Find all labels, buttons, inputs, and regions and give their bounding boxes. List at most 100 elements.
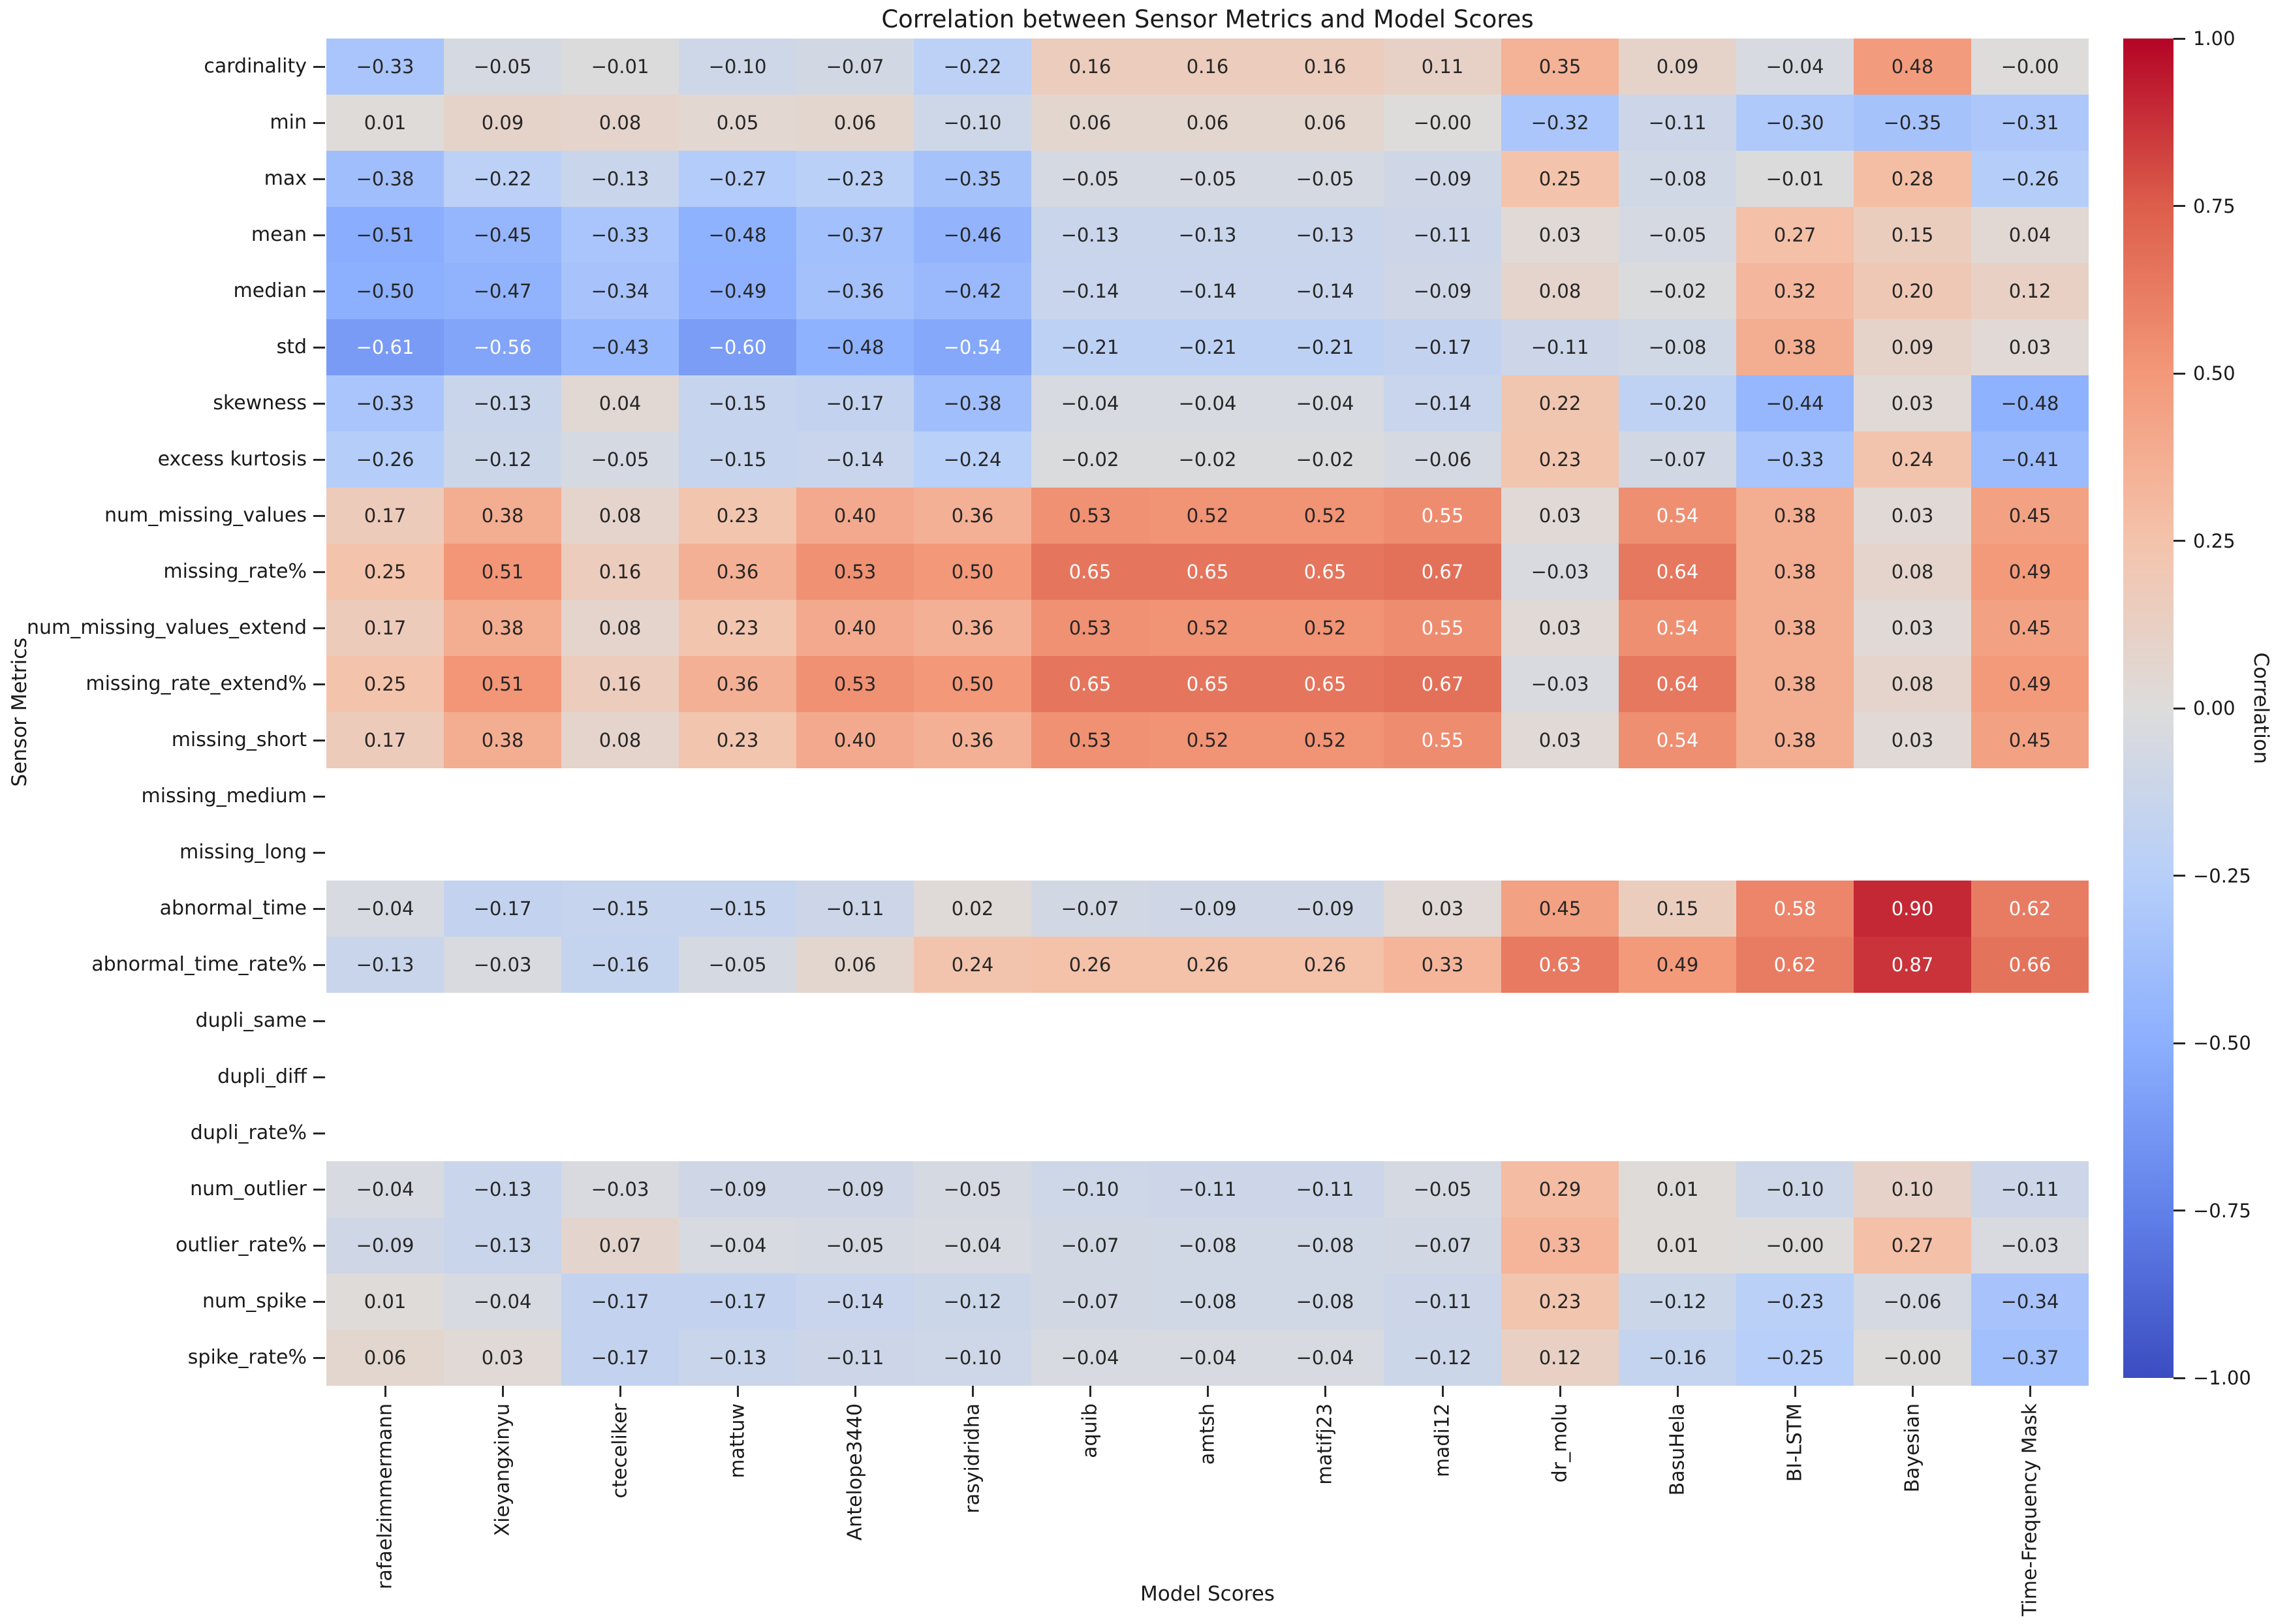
heatmap-cell: 0.53	[1031, 600, 1149, 656]
y-tick-mark	[313, 1132, 325, 1134]
colorbar-tick-mark	[2174, 1042, 2185, 1044]
heatmap-cell: −0.34	[561, 263, 679, 319]
heatmap-cell: 0.66	[1971, 937, 2089, 993]
y-tick-mark	[313, 178, 325, 180]
heatmap-cell: 0.40	[796, 488, 914, 544]
heatmap-cell: 0.26	[1149, 937, 1266, 993]
heatmap-cell	[1266, 1105, 1384, 1161]
heatmap-cell: 0.38	[1736, 600, 1854, 656]
heatmap-cell: −0.14	[1149, 263, 1266, 319]
heatmap-cell: −0.13	[444, 1217, 561, 1273]
column-label: aquib	[1078, 1403, 1102, 1458]
heatmap-cell: 0.08	[1501, 263, 1619, 319]
heatmap-cell	[796, 768, 914, 824]
heatmap-cell: −0.02	[1031, 431, 1149, 488]
heatmap-cell: −0.05	[561, 431, 679, 488]
x-tick-mark	[1441, 1386, 1444, 1397]
heatmap-cell: −0.21	[1031, 319, 1149, 375]
heatmap-cell: 0.24	[1854, 431, 1971, 488]
heatmap-cell: −0.09	[796, 1161, 914, 1217]
colorbar-tick-label: −1.00	[2193, 1367, 2251, 1389]
heatmap-cell: 0.49	[1619, 937, 1736, 993]
heatmap-cell: 0.04	[1971, 207, 2089, 263]
heatmap-cell: 0.23	[1501, 431, 1619, 488]
heatmap-cell: −0.34	[1971, 1273, 2089, 1330]
heatmap-cell: −0.48	[1971, 375, 2089, 431]
heatmap-cell: 0.17	[326, 488, 444, 544]
y-tick-mark	[313, 795, 325, 798]
row-label: missing_rate%	[163, 560, 307, 583]
heatmap-cell	[1501, 1105, 1619, 1161]
heatmap-cell: −0.16	[1619, 1330, 1736, 1386]
heatmap-cell: 0.65	[1031, 544, 1149, 600]
heatmap-cell	[679, 993, 796, 1049]
row-label: cardinality	[204, 55, 307, 78]
heatmap-cell: −0.10	[679, 39, 796, 95]
heatmap-cell	[796, 1105, 914, 1161]
heatmap-cell: −0.15	[679, 375, 796, 431]
heatmap-cell	[1619, 1049, 1736, 1105]
heatmap-cell: 0.64	[1619, 544, 1736, 600]
x-tick-mark	[854, 1386, 856, 1397]
heatmap-cell: 0.53	[796, 544, 914, 600]
heatmap-cell: 0.22	[1501, 375, 1619, 431]
heatmap-cell: −0.60	[679, 319, 796, 375]
heatmap-cell: 0.52	[1149, 600, 1266, 656]
heatmap-cell: −0.05	[1149, 151, 1266, 207]
heatmap-cell: −0.03	[1971, 1217, 2089, 1273]
heatmap-cell: 0.64	[1619, 656, 1736, 712]
heatmap-cell: −0.12	[1384, 1330, 1501, 1386]
heatmap-cell: 0.38	[444, 488, 561, 544]
heatmap-cell: −0.09	[326, 1217, 444, 1273]
heatmap-cell: 0.06	[1149, 95, 1266, 151]
heatmap-cell: −0.35	[914, 151, 1031, 207]
heatmap-cell	[1266, 993, 1384, 1049]
heatmap-cell	[1736, 768, 1854, 824]
heatmap-cell: −0.05	[444, 39, 561, 95]
heatmap-cell: 0.55	[1384, 712, 1501, 768]
heatmap-cell: 0.51	[444, 544, 561, 600]
heatmap-cell: −0.04	[1031, 375, 1149, 431]
heatmap-cell: −0.14	[1031, 263, 1149, 319]
heatmap-cell: −0.44	[1736, 375, 1854, 431]
heatmap-cell: 0.65	[1149, 656, 1266, 712]
column-label: BasuHela	[1666, 1403, 1689, 1496]
heatmap-cell: 0.16	[1149, 39, 1266, 95]
heatmap-cell: 0.12	[1971, 263, 2089, 319]
colorbar-tick-label: 0.75	[2193, 195, 2236, 217]
heatmap-cell	[914, 768, 1031, 824]
heatmap-cell: −0.13	[1266, 207, 1384, 263]
x-axis-label: Model Scores	[1140, 1582, 1275, 1606]
heatmap-cell: −0.11	[796, 881, 914, 937]
heatmap-cell: 0.65	[1266, 544, 1384, 600]
heatmap-cell: −0.14	[1266, 263, 1384, 319]
heatmap-cell: −0.02	[1266, 431, 1384, 488]
heatmap-cell	[326, 1105, 444, 1161]
heatmap-cell: 0.35	[1501, 39, 1619, 95]
heatmap-cell	[1031, 768, 1149, 824]
chart-title: Correlation between Sensor Metrics and M…	[881, 5, 1534, 33]
heatmap-cell: 0.09	[1854, 319, 1971, 375]
column-label: BI-LSTM	[1783, 1403, 1807, 1482]
heatmap-cell: 0.03	[1501, 207, 1619, 263]
heatmap-cell: 0.06	[1031, 95, 1149, 151]
heatmap-cell: −0.46	[914, 207, 1031, 263]
heatmap-cell: 0.52	[1266, 712, 1384, 768]
heatmap-cell: −0.10	[914, 95, 1031, 151]
colorbar-tick-mark	[2174, 1377, 2185, 1379]
heatmap-cell: 0.03	[1854, 600, 1971, 656]
heatmap-cell: 0.06	[796, 95, 914, 151]
heatmap-cell: 0.62	[1971, 881, 2089, 937]
heatmap-cell: −0.26	[326, 431, 444, 488]
heatmap-cell: 0.62	[1736, 937, 1854, 993]
heatmap-grid: −0.33 −0.05 −0.01 −0.10 −0.07 −0.22 0.16 0.16 0.…	[326, 39, 2089, 1386]
heatmap-cell: −0.02	[1619, 263, 1736, 319]
heatmap-cell	[1384, 993, 1501, 1049]
row-label: outlier_rate%	[175, 1234, 307, 1257]
y-tick-mark	[313, 514, 325, 517]
heatmap-cell	[1266, 768, 1384, 824]
x-tick-mark	[1206, 1386, 1209, 1397]
y-tick-mark	[313, 1300, 325, 1303]
colorbar-tick-mark	[2174, 372, 2185, 375]
